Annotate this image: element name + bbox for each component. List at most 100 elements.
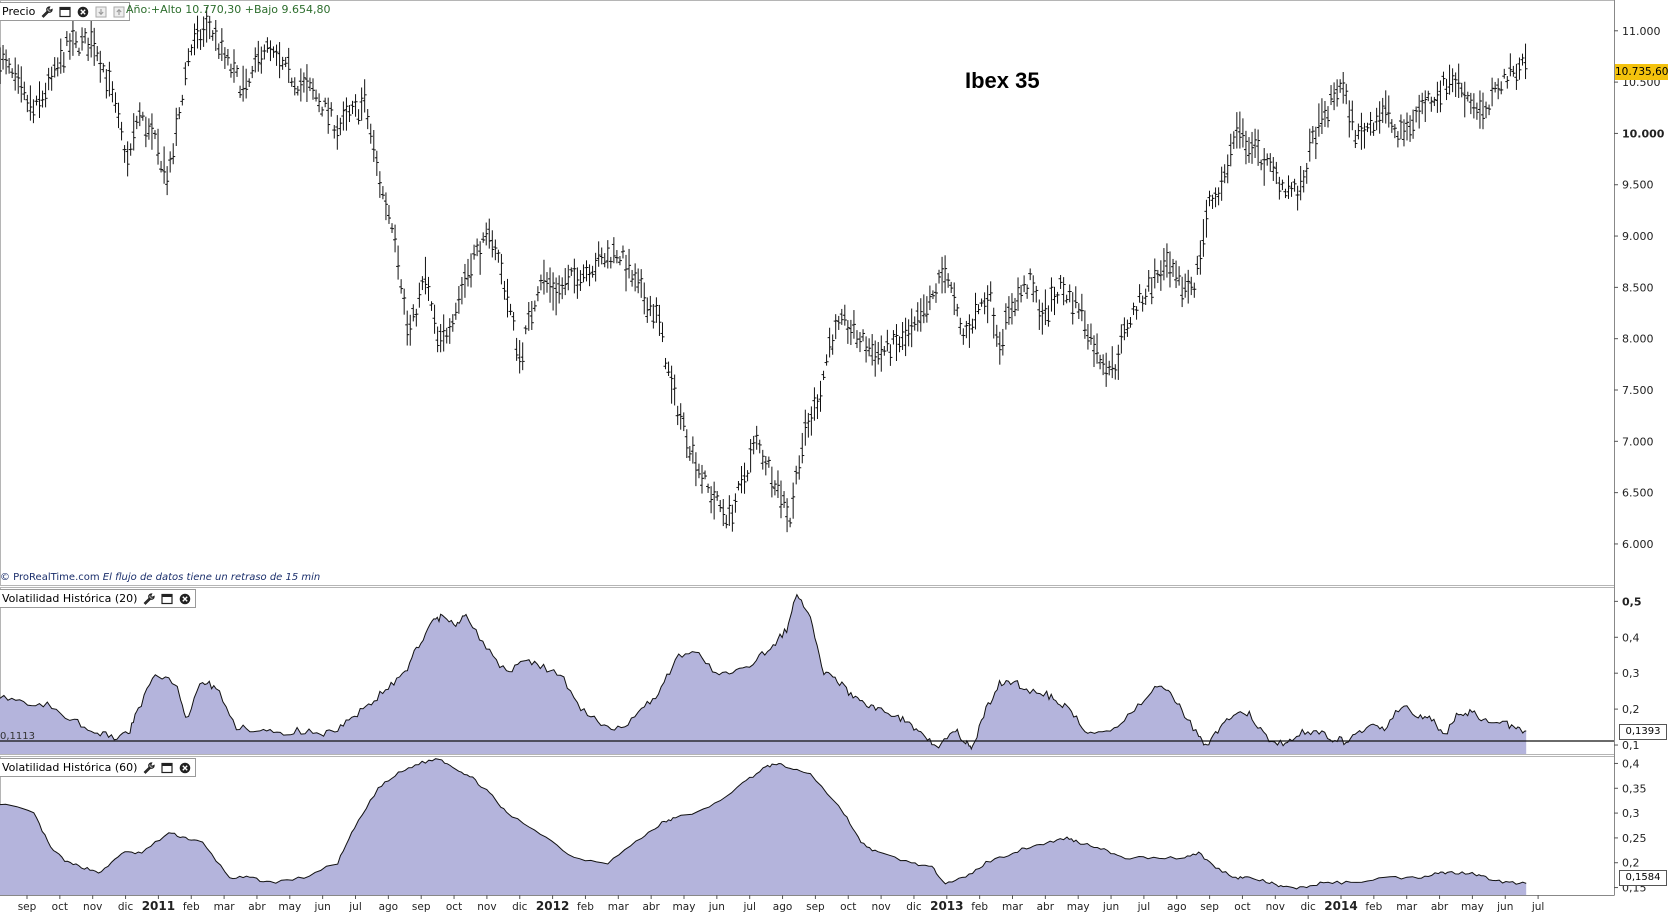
x-tick-label: may: [673, 901, 696, 913]
x-tick-label: mar: [608, 901, 630, 913]
x-tick-label: jul: [1137, 901, 1151, 913]
x-tick-label: sep: [806, 901, 825, 913]
vol60-panel-header: Volatilidad Histórica (60): [0, 758, 197, 777]
y-tick-label: 0,4: [1622, 757, 1640, 770]
source-label: © ProRealTime.com: [0, 572, 100, 583]
x-tick-label: may: [1067, 901, 1090, 913]
y-tick-label: 9.000: [1622, 230, 1654, 243]
x-tick-label: mar: [1396, 901, 1418, 913]
x-tick-label: dic: [1300, 901, 1316, 913]
x-tick-label: sep: [18, 901, 37, 913]
window-icon[interactable]: [160, 761, 173, 774]
x-tick-label: nov: [83, 901, 102, 913]
vol20-area: [0, 594, 1527, 754]
data-source-note: © ProRealTime.com El flujo de datos tien…: [0, 572, 320, 583]
x-tick-label: sep: [412, 901, 431, 913]
x-tick-label: oct: [1234, 901, 1250, 913]
x-tick-label: 2013: [930, 899, 963, 913]
x-tick-label: dic: [512, 901, 528, 913]
y-tick-label: 0,3: [1622, 807, 1640, 820]
x-tick-label: may: [1461, 901, 1484, 913]
chart-title: Ibex 35: [965, 68, 1040, 93]
price-panel-label: Precio: [2, 5, 36, 18]
x-tick-label: dic: [118, 901, 134, 913]
y-tick-label: 0,1: [1622, 739, 1640, 752]
x-tick-label: oct: [840, 901, 856, 913]
x-tick-label: jun: [314, 901, 331, 913]
y-tick-label: 6.500: [1622, 487, 1654, 500]
close-icon[interactable]: [178, 592, 191, 605]
panel-frame: [0, 0, 1615, 586]
vol60-area: [0, 758, 1527, 895]
y-tick-label: 7.000: [1622, 435, 1654, 448]
x-tick-label: sep: [1200, 901, 1219, 913]
x-tick-label: oct: [446, 901, 462, 913]
x-tick-label: abr: [248, 901, 266, 913]
x-tick-label: 2014: [1324, 899, 1357, 913]
wrench-icon[interactable]: [40, 5, 53, 18]
vol20-line: [0, 593, 1527, 751]
y-tick-label: 0,3: [1622, 667, 1640, 680]
y-tick-label: 0,35: [1622, 782, 1647, 795]
x-tick-label: feb: [183, 901, 200, 913]
window-icon[interactable]: [58, 5, 71, 18]
year-range-text: Año:+Alto 10.770,30 +Bajo 9.654,80: [126, 3, 331, 16]
x-tick-label: jul: [1531, 901, 1545, 913]
vol20-current-badge: 0,1393: [1619, 724, 1667, 740]
x-tick-label: nov: [477, 901, 496, 913]
x-tick-label: mar: [1002, 901, 1024, 913]
y-tick-label: 0,5: [1622, 595, 1642, 608]
x-tick-label: feb: [971, 901, 988, 913]
wrench-icon[interactable]: [142, 592, 155, 605]
x-tick-label: jul: [742, 901, 756, 913]
y-tick-label: 0,4: [1622, 631, 1640, 644]
y-tick-label: 7.500: [1622, 384, 1654, 397]
vol60-current-badge: 0,1584: [1619, 870, 1667, 886]
y-tick-label: 8.500: [1622, 281, 1654, 294]
delay-notice: El flujo de datos tiene un retraso de 15…: [102, 572, 321, 583]
x-tick-label: jun: [1496, 901, 1513, 913]
vol20-reference-label: 0,1113: [0, 731, 35, 742]
x-tick-label: 2012: [536, 899, 569, 913]
x-tick-label: jun: [708, 901, 725, 913]
y-tick-label: 9.500: [1622, 179, 1654, 192]
x-tick-label: nov: [1266, 901, 1285, 913]
x-tick-label: ago: [1167, 901, 1187, 913]
y-tick-label: 6.000: [1622, 538, 1654, 551]
x-tick-label: feb: [577, 901, 594, 913]
x-tick-label: nov: [871, 901, 890, 913]
y-tick-label: 10.000: [1622, 127, 1665, 140]
vol20-panel-header: Volatilidad Histórica (20): [0, 589, 197, 608]
y-tick-label: 0,25: [1622, 832, 1647, 845]
x-tick-label: may: [278, 901, 301, 913]
x-tick-label: mar: [214, 901, 236, 913]
x-tick-label: ago: [773, 901, 793, 913]
x-tick-label: dic: [906, 901, 922, 913]
price-panel-header: Precio: [0, 2, 131, 21]
y-tick-label: 8.000: [1622, 333, 1654, 346]
window-icon[interactable]: [160, 592, 173, 605]
x-tick-label: ago: [379, 901, 399, 913]
x-tick-label: abr: [1037, 901, 1055, 913]
x-tick-label: 2011: [142, 899, 175, 913]
vol20-panel-label: Volatilidad Histórica (20): [2, 592, 138, 605]
x-tick-label: jun: [1102, 901, 1119, 913]
vol60-line: [0, 758, 1527, 890]
price-bars: [0, 7, 1528, 533]
y-tick-label: 0,2: [1622, 857, 1640, 870]
x-tick-label: abr: [642, 901, 660, 913]
x-tick-label: oct: [52, 901, 68, 913]
x-tick-label: abr: [1431, 901, 1449, 913]
current-price-badge: 10.735,60: [1615, 64, 1669, 80]
close-icon[interactable]: [178, 761, 191, 774]
wrench-icon[interactable]: [142, 761, 155, 774]
move-down-icon[interactable]: [94, 5, 107, 18]
vol60-panel-label: Volatilidad Histórica (60): [2, 761, 138, 774]
x-tick-label: jul: [348, 901, 362, 913]
x-tick-label: feb: [1365, 901, 1382, 913]
close-icon[interactable]: [76, 5, 89, 18]
y-tick-label: 0,2: [1622, 703, 1640, 716]
y-tick-label: 11.000: [1622, 25, 1661, 38]
move-up-icon[interactable]: [112, 5, 125, 18]
